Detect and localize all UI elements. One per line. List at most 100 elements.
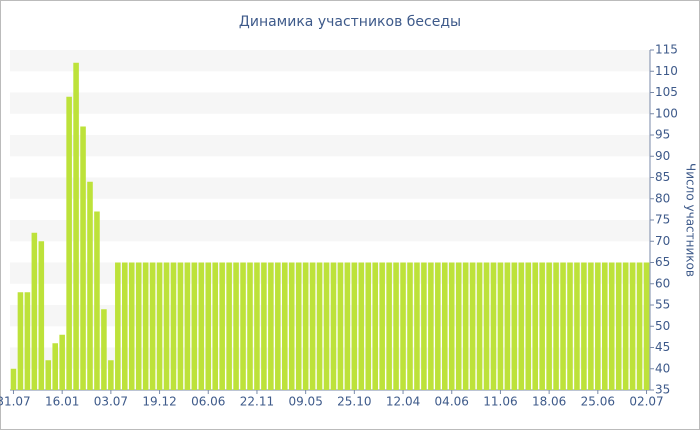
- x-tick-label: 04.06: [435, 395, 469, 409]
- bar: [268, 262, 274, 390]
- bar: [525, 262, 532, 390]
- bar: [135, 262, 142, 390]
- bar: [574, 262, 580, 390]
- bar: [504, 262, 511, 390]
- bar: [149, 262, 156, 390]
- bar: [184, 262, 191, 390]
- y-tick-label: 35: [655, 383, 670, 397]
- x-tick-label: 06.06: [191, 395, 225, 409]
- y-tick-label: 70: [655, 234, 670, 248]
- y-tick-label: 100: [655, 106, 678, 120]
- x-tick-label: 25.06: [581, 395, 615, 409]
- bar: [142, 262, 149, 390]
- bar: [442, 262, 448, 390]
- bar: [80, 126, 86, 390]
- bar: [629, 262, 636, 390]
- bar: [295, 262, 302, 390]
- y-tick-label: 115: [655, 43, 678, 57]
- bar: [428, 262, 434, 390]
- bar: [254, 262, 260, 390]
- x-tick-label: 16.01: [45, 395, 79, 409]
- bar: [615, 262, 622, 390]
- grid-band: [10, 135, 650, 157]
- bar: [469, 262, 476, 390]
- bar: [73, 62, 79, 390]
- y-tick-label: 80: [655, 191, 670, 205]
- bar: [622, 262, 629, 390]
- x-tick-label: 22.11: [240, 395, 274, 409]
- bar: [511, 262, 518, 390]
- bar: [393, 262, 399, 390]
- bar: [421, 262, 427, 390]
- bar: [108, 360, 114, 390]
- bar: [240, 262, 246, 390]
- bar: [163, 262, 170, 390]
- bar: [38, 241, 45, 390]
- bar: [518, 262, 525, 390]
- bar: [483, 262, 490, 390]
- bar: [588, 262, 594, 390]
- x-tick-label: 03.07: [94, 395, 128, 409]
- bar: [330, 262, 337, 390]
- y-tick-label: 85: [655, 170, 670, 184]
- x-tick-label: 25.10: [337, 395, 371, 409]
- x-tick-label: 12.04: [386, 395, 420, 409]
- bar: [386, 262, 392, 390]
- bar: [219, 262, 225, 390]
- bar: [94, 211, 100, 390]
- bar: [560, 262, 566, 390]
- bar: [344, 262, 351, 390]
- bar: [275, 262, 281, 390]
- y-tick-label: 45: [655, 340, 670, 354]
- bar: [476, 262, 483, 390]
- chart-title: Динамика участников беседы: [239, 14, 461, 30]
- x-tick-label: 11.06: [483, 395, 517, 409]
- bar: [87, 181, 93, 390]
- grid-band: [10, 220, 650, 242]
- y-tick-label: 110: [655, 64, 678, 78]
- bar: [66, 96, 72, 390]
- bar: [358, 262, 365, 390]
- x-tick-label: 09.05: [288, 395, 322, 409]
- y-tick-label: 50: [655, 319, 670, 333]
- bar: [581, 262, 587, 390]
- bar: [226, 262, 232, 390]
- bar: [608, 262, 615, 390]
- y-tick-label: 40: [655, 361, 670, 375]
- grid-band: [10, 50, 650, 72]
- bar: [128, 262, 135, 390]
- bar: [233, 262, 239, 390]
- bar: [288, 262, 295, 390]
- bar: [122, 262, 128, 390]
- bar: [490, 262, 497, 390]
- y-tick-label: 55: [655, 298, 670, 312]
- bar: [365, 262, 372, 390]
- bar: [407, 262, 413, 390]
- y-axis-label: Число участников: [684, 163, 698, 277]
- bar: [546, 262, 552, 390]
- bar: [351, 262, 358, 390]
- x-tick-label: 31.07: [0, 395, 31, 409]
- bar: [191, 262, 198, 390]
- bar: [602, 262, 608, 390]
- bar: [45, 360, 52, 390]
- bar: [539, 262, 545, 390]
- bar: [435, 262, 441, 390]
- bar: [337, 262, 344, 390]
- grid-band: [10, 92, 650, 114]
- grid-band: [10, 262, 650, 284]
- x-tick-label: 02.07: [629, 395, 663, 409]
- bar: [101, 309, 107, 390]
- bar: [462, 262, 469, 390]
- y-tick-label: 105: [655, 85, 678, 99]
- bar: [156, 262, 163, 390]
- y-tick-label: 90: [655, 149, 670, 163]
- bar: [567, 262, 573, 390]
- bar: [400, 262, 406, 390]
- x-tick-label: 19.12: [142, 395, 176, 409]
- y-tick-label: 95: [655, 128, 670, 142]
- bar: [170, 262, 177, 390]
- bar: [17, 292, 24, 390]
- bar: [532, 262, 538, 390]
- bar: [212, 262, 218, 390]
